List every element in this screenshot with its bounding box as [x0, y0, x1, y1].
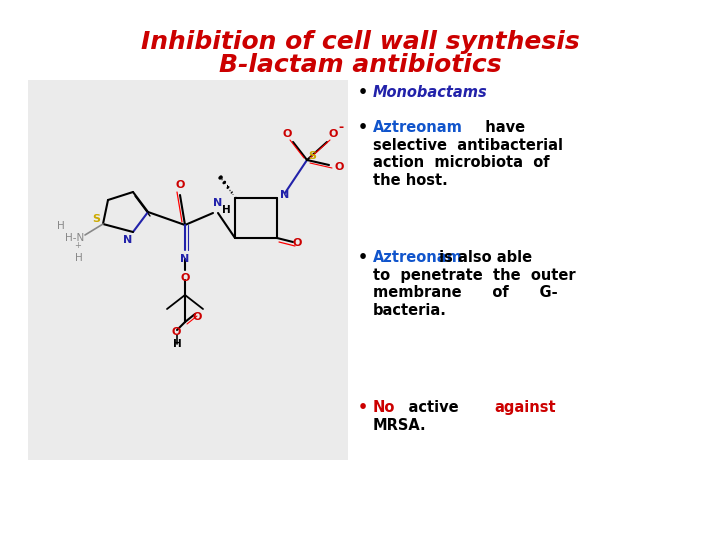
Text: Aztreonam: Aztreonam: [373, 250, 463, 265]
Text: Aztreonam: Aztreonam: [373, 120, 463, 135]
Text: O: O: [282, 129, 292, 139]
Text: action  microbiota  of: action microbiota of: [373, 155, 549, 170]
Text: N: N: [280, 190, 289, 200]
Text: +: +: [75, 240, 81, 249]
Text: O: O: [334, 162, 343, 172]
Text: MRSA.: MRSA.: [373, 417, 427, 433]
Text: S: S: [308, 151, 316, 161]
Text: N: N: [181, 254, 189, 264]
Text: H: H: [173, 339, 181, 349]
Text: selective  antibacterial: selective antibacterial: [373, 138, 563, 153]
Text: O: O: [192, 312, 202, 322]
Text: to  penetrate  the  outer: to penetrate the outer: [373, 268, 575, 282]
Text: active: active: [388, 400, 495, 415]
Text: •: •: [358, 250, 368, 265]
Bar: [28, 80, 348, 460]
Text: B-lactam antibiotics: B-lactam antibiotics: [219, 53, 501, 77]
Text: N: N: [123, 235, 132, 245]
Text: is also able: is also able: [434, 250, 532, 265]
Text: H-N: H-N: [65, 233, 84, 243]
Text: Inhibition of cell wall synthesis: Inhibition of cell wall synthesis: [140, 30, 580, 54]
Text: -: -: [338, 122, 343, 134]
Text: bacteria.: bacteria.: [373, 303, 447, 318]
Text: O: O: [292, 238, 302, 248]
Text: S: S: [92, 214, 100, 224]
Text: H: H: [222, 205, 230, 215]
Text: membrane      of      G-: membrane of G-: [373, 285, 557, 300]
Text: •: •: [358, 400, 368, 415]
Text: O: O: [175, 180, 185, 190]
Text: against: against: [494, 400, 556, 415]
Text: the host.: the host.: [373, 173, 448, 188]
Text: H: H: [57, 221, 65, 231]
Text: O: O: [171, 327, 181, 337]
Text: O: O: [328, 129, 338, 139]
Text: have: have: [434, 120, 525, 135]
Text: No: No: [373, 400, 395, 415]
Text: H: H: [75, 253, 83, 263]
Text: •: •: [358, 120, 368, 135]
Text: Monobactams: Monobactams: [373, 85, 487, 100]
Text: •: •: [358, 85, 368, 100]
Text: N: N: [213, 198, 222, 208]
Text: O: O: [180, 273, 189, 283]
